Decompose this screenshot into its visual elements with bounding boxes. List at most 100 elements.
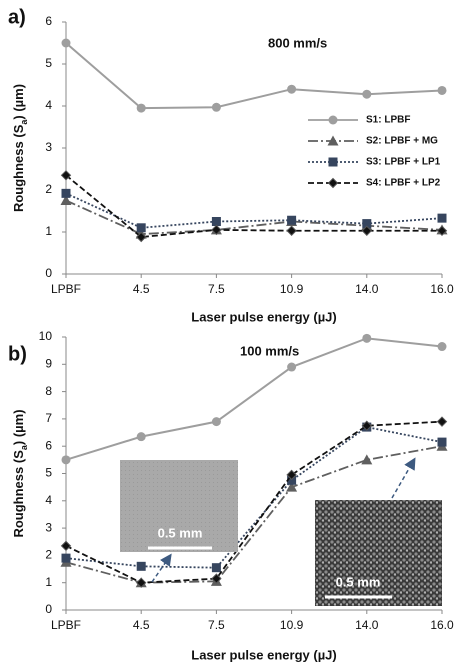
x-axis-label: Laser pulse energy (µJ) <box>191 309 337 324</box>
inset-smooth: 0.5 mm <box>120 460 238 552</box>
y-tick-label: 3 <box>45 520 52 534</box>
marker <box>437 342 447 352</box>
series-line <box>65 199 443 236</box>
series-line <box>65 337 443 461</box>
y-tick-label: 2 <box>45 548 52 562</box>
x-tick-label: 10.9 <box>280 618 304 632</box>
y-tick-label: 5 <box>45 466 52 480</box>
x-tick-label: LPBF <box>51 282 81 296</box>
y-tick-label: 1 <box>45 575 52 589</box>
chart-subtitle: 800 mm/s <box>268 35 327 50</box>
y-tick-label: 6 <box>45 14 52 28</box>
y-tick-label: 0 <box>45 266 52 280</box>
marker <box>362 89 372 99</box>
arrow <box>391 457 416 499</box>
marker <box>60 195 72 205</box>
marker <box>211 573 222 584</box>
marker <box>436 225 448 236</box>
x-tick-label: 4.5 <box>133 282 150 296</box>
y-tick-label: 5 <box>45 56 52 70</box>
y-axis-label: Roughness (Sa) (µm) <box>11 409 29 537</box>
marker <box>61 455 71 465</box>
y-tick-label: 6 <box>45 438 52 452</box>
marker <box>361 420 373 431</box>
y-tick-label: 2 <box>45 182 52 196</box>
y-tick-label: 10 <box>39 329 53 343</box>
inset-rough: 0.5 mm <box>315 500 442 606</box>
marker <box>135 577 147 588</box>
x-tick-label: 16.0 <box>430 618 454 632</box>
series-line <box>65 420 443 584</box>
series-line <box>65 174 442 238</box>
marker <box>286 481 298 492</box>
y-tick-label: 4 <box>45 493 52 507</box>
marker <box>361 454 373 465</box>
legend-box <box>299 107 449 197</box>
arrow <box>151 553 172 583</box>
y-tick-label: 9 <box>45 356 52 370</box>
x-tick-label: 4.5 <box>133 618 150 632</box>
marker <box>61 188 71 198</box>
y-tick-label: 3 <box>45 140 52 154</box>
x-tick-label: 16.0 <box>430 282 454 296</box>
marker <box>61 38 71 48</box>
y-tick-label: 1 <box>45 224 52 238</box>
marker <box>328 115 338 125</box>
y-tick-label: 7 <box>45 411 52 425</box>
marker <box>437 85 447 95</box>
marker <box>436 416 448 427</box>
marker <box>60 170 72 181</box>
marker <box>362 333 372 343</box>
marker <box>211 102 221 112</box>
panel-label: a) <box>8 6 26 28</box>
y-tick-label: 8 <box>45 384 52 398</box>
x-tick-label: 14.0 <box>355 618 379 632</box>
legend-label: S1: LPBF <box>366 115 410 126</box>
y-axis-label-part: a <box>19 119 29 125</box>
marker <box>286 469 297 481</box>
y-axis-label-part: Roughness (S <box>11 124 26 212</box>
x-axis-label: Laser pulse energy (µJ) <box>191 647 337 662</box>
marker <box>136 103 146 113</box>
marker <box>327 177 339 189</box>
legend-label: S4: LPBF + LP2 <box>366 178 441 189</box>
chart-subtitle: 100 mm/s <box>240 343 299 358</box>
marker <box>437 213 447 223</box>
marker <box>328 157 338 167</box>
inset-scale-label: 0.5 mm <box>336 574 381 589</box>
x-tick-label: 10.9 <box>280 282 304 296</box>
series-line <box>65 192 443 229</box>
x-tick-label: 7.5 <box>208 618 225 632</box>
y-tick-label: 4 <box>45 98 52 112</box>
marker <box>327 135 339 146</box>
panel-label: b) <box>8 343 27 365</box>
legend-label: S3: LPBF + LP1 <box>366 157 441 168</box>
y-axis-label-part: a <box>19 444 29 450</box>
x-tick-label: 7.5 <box>208 282 225 296</box>
y-axis-label: Roughness (Sa) (µm) <box>11 84 29 212</box>
marker <box>136 223 146 233</box>
marker <box>61 553 71 563</box>
marker <box>286 225 297 236</box>
series-line <box>65 42 443 110</box>
x-tick-label: 14.0 <box>355 282 379 296</box>
y-axis-label-part: ) (µm) <box>11 84 26 120</box>
marker <box>211 563 221 573</box>
marker <box>136 561 146 571</box>
marker <box>136 432 146 442</box>
marker <box>287 215 297 225</box>
marker <box>211 417 221 427</box>
series-line <box>65 445 443 584</box>
marker <box>211 217 221 226</box>
series-line <box>65 426 443 569</box>
marker <box>362 219 372 229</box>
y-axis-label-part: ) (µm) <box>11 409 26 445</box>
inset-scale-label: 0.5 mm <box>158 525 203 540</box>
marker <box>135 231 147 243</box>
marker <box>437 437 447 447</box>
marker <box>211 224 222 236</box>
x-tick-label: LPBF <box>51 618 81 632</box>
marker <box>287 475 297 485</box>
y-axis-label-part: Roughness (S <box>11 450 26 538</box>
